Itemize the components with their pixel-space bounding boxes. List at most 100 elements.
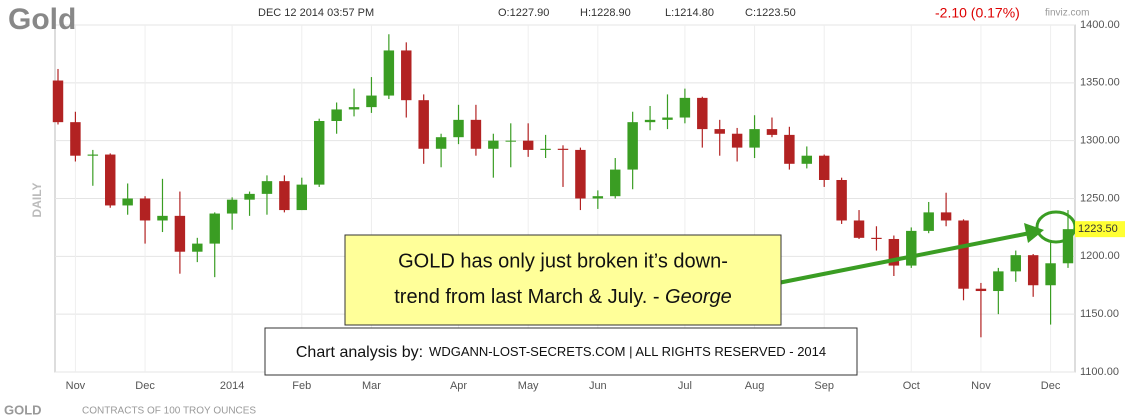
- candle-body: [871, 237, 882, 239]
- arrow-head: [1024, 223, 1044, 243]
- candle-body: [157, 215, 168, 221]
- x-tick-label: 2014: [220, 380, 244, 392]
- candle-body: [1010, 255, 1021, 272]
- candle-body: [1062, 229, 1074, 264]
- candle-body: [488, 140, 499, 149]
- y-tick-label: 1400.00: [1080, 19, 1120, 31]
- candle-body: [540, 148, 551, 150]
- x-tick-label: Jul: [678, 380, 692, 392]
- annotation-line: GOLD has only just broken it’s down-: [398, 250, 728, 272]
- candle-body: [697, 97, 708, 130]
- candle-body: [401, 50, 412, 101]
- candle-body: [923, 212, 934, 231]
- credit-lead: Chart analysis by:: [296, 344, 423, 361]
- credit: Chart analysis by: WDGANN-LOST-SECRETS.CO…: [296, 344, 826, 361]
- candle-body: [105, 154, 116, 206]
- candle-body: [993, 271, 1004, 292]
- candle-body: [122, 198, 133, 206]
- x-tick-label: Nov: [971, 380, 991, 392]
- x-tick-label: Mar: [362, 380, 381, 392]
- symbol: GOLD: [4, 402, 42, 417]
- candle-body: [801, 155, 813, 164]
- high-label: H:1228.90: [580, 7, 631, 19]
- last-price-tag: [1075, 221, 1125, 238]
- candle-body: [313, 121, 325, 185]
- y-tick-label: 1100.00: [1080, 366, 1119, 378]
- annotation-text: trend from last March & July. -: [394, 286, 665, 308]
- candle-body: [557, 148, 569, 150]
- candle-body: [383, 50, 395, 96]
- candle-body: [818, 155, 830, 180]
- y-tick-label: 1150.00: [1080, 308, 1119, 320]
- y-tick-label: 1350.00: [1080, 77, 1120, 89]
- candle-body: [975, 288, 987, 292]
- annotation-box: [344, 234, 782, 326]
- candle-body: [766, 129, 778, 135]
- candle-body: [279, 181, 290, 211]
- last-price-label: 1223.50: [1078, 223, 1118, 235]
- candle-body: [714, 129, 725, 134]
- side-label: DAILY: [30, 183, 44, 218]
- credit-rest: WDGANN-LOST-SECRETS.COM | ALL RIGHTS RES…: [429, 344, 826, 359]
- candle-body: [940, 212, 952, 221]
- x-tick-label: Aug: [745, 380, 765, 392]
- candle-body: [958, 220, 969, 289]
- candle-body: [610, 169, 621, 197]
- candle-body: [470, 119, 482, 149]
- candle-body: [435, 137, 447, 149]
- x-tick-label: May: [518, 380, 539, 392]
- candle-body: [1027, 255, 1039, 286]
- change-label: -2.10 (0.17%): [935, 5, 1020, 21]
- candle-body: [174, 215, 186, 252]
- candle-body: [331, 109, 342, 122]
- candle-body: [505, 140, 516, 142]
- candle-body: [679, 97, 691, 118]
- candle-body: [366, 95, 377, 108]
- candle-body: [139, 198, 151, 221]
- x-tick-label: Feb: [292, 380, 311, 392]
- x-tick-label: Oct: [903, 380, 920, 392]
- annotation-line: trend from last March & July. - George: [394, 286, 732, 308]
- candle-body: [784, 134, 795, 164]
- source: finviz.com: [1045, 8, 1089, 19]
- candle-body: [52, 80, 64, 123]
- credit-box: [264, 327, 858, 376]
- candle-body: [70, 122, 81, 156]
- open-label: O:1227.90: [498, 7, 549, 19]
- candle-body: [853, 220, 865, 238]
- candle-body: [731, 133, 743, 148]
- chart-title: Gold: [8, 3, 76, 36]
- close-label: C:1223.50: [745, 7, 796, 19]
- candle-body: [644, 119, 656, 123]
- candle-body: [906, 230, 917, 266]
- candle-body: [662, 117, 673, 120]
- candle-body: [209, 213, 220, 244]
- candle-body: [627, 122, 638, 170]
- candle-body: [296, 184, 308, 211]
- candle-body: [522, 140, 534, 150]
- candle-body: [592, 196, 604, 199]
- candle-body: [836, 179, 847, 221]
- candle-body: [261, 181, 273, 194]
- x-tick-label: Sep: [814, 380, 834, 392]
- candle-body: [888, 238, 900, 266]
- candle-body: [1045, 263, 1056, 286]
- y-tick-label: 1200.00: [1080, 250, 1120, 262]
- candle-body: [192, 243, 203, 252]
- contract-note: CONTRACTS OF 100 TROY OUNCES: [82, 406, 256, 417]
- x-tick-label: Dec: [135, 380, 155, 392]
- arrow-line: [777, 231, 1031, 285]
- candle-body: [244, 193, 255, 200]
- candle-body: [749, 129, 760, 148]
- timestamp: DEC 12 2014 03:57 PM: [258, 7, 374, 19]
- candle-body: [87, 154, 99, 156]
- candle-body: [226, 199, 238, 214]
- x-tick-label: Apr: [450, 380, 467, 392]
- x-tick-label: Jun: [589, 380, 607, 392]
- low-label: L:1214.80: [665, 7, 714, 19]
- candle-body: [453, 119, 464, 138]
- y-tick-label: 1250.00: [1080, 192, 1120, 204]
- candle-body: [418, 100, 429, 149]
- candle-body: [348, 107, 360, 110]
